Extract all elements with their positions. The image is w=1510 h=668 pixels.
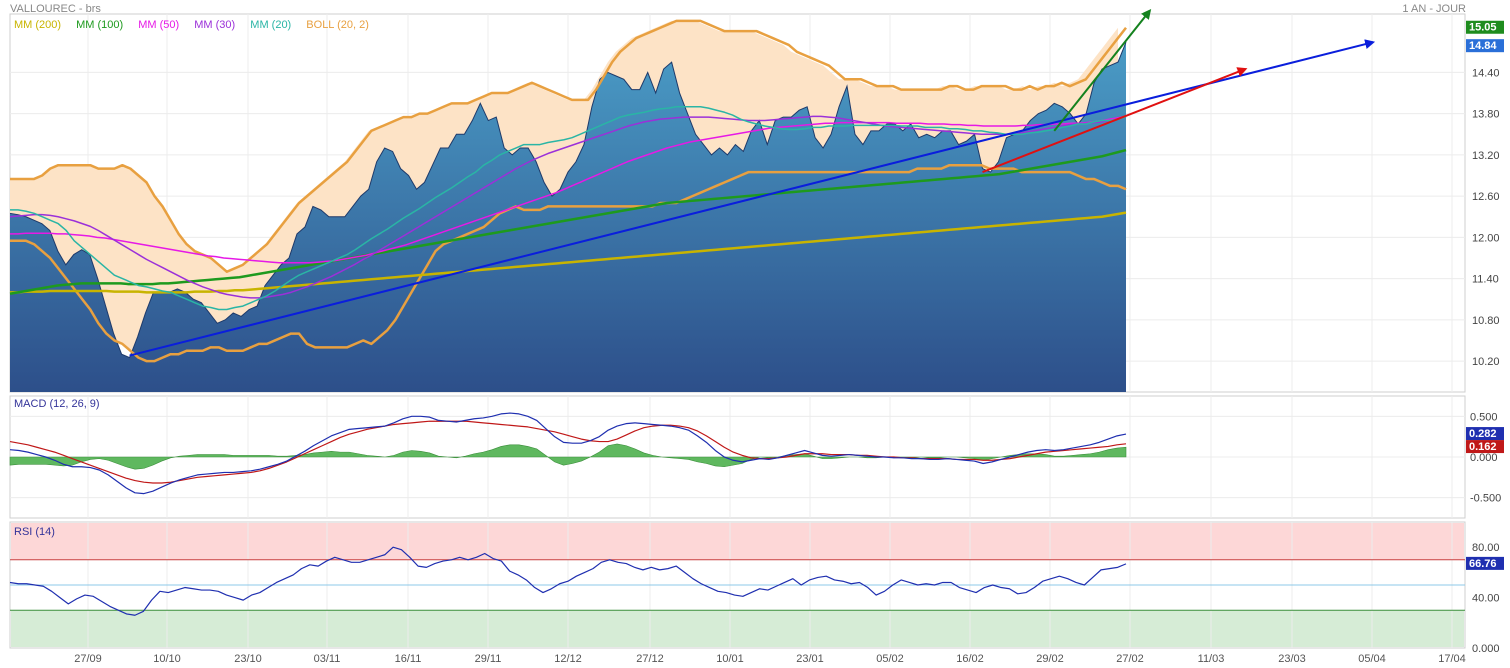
mm100-line	[9, 148, 1127, 295]
badge-macd: 0.282	[1466, 427, 1504, 441]
price-y-tick-label: 12.60	[1472, 191, 1500, 203]
x-tick-label: 29/11	[475, 653, 502, 665]
macd-y-tick-label: -0.500	[1470, 493, 1501, 505]
legend-boll[interactable]: BOLL (20, 2)	[306, 19, 369, 31]
badge-last-price-bg	[1466, 39, 1504, 53]
trendline-red[interactable]	[982, 67, 1248, 174]
macd-histogram	[9, 443, 1127, 470]
badge-macd-bg	[1466, 427, 1504, 441]
badge-rsi: 66.76	[1466, 556, 1504, 570]
x-tick-label: 10/01	[716, 653, 744, 665]
rsi-overbought-zone	[11, 523, 1464, 560]
badge-last-price-text: 14.84	[1469, 40, 1497, 52]
x-tick-label: 05/04	[1358, 653, 1386, 665]
price-y-tick-label: 13.80	[1472, 109, 1500, 121]
badge-signal-bg	[1466, 440, 1504, 454]
legend-mm20[interactable]: MM (20)	[250, 19, 292, 31]
chart-title: VALLOUREC - brs	[10, 3, 101, 15]
macd-line	[9, 412, 1127, 495]
mm200-line	[10, 211, 1127, 294]
legend-mm100[interactable]: MM (100)	[76, 19, 124, 31]
rsi-y-tick-label: 0.000	[1472, 643, 1500, 655]
badge-rsi-bg	[1466, 556, 1504, 570]
legend-mm50[interactable]: MM (50)	[138, 19, 180, 31]
legend-mm200[interactable]: MM (200)	[14, 19, 62, 31]
badge-boll-upper-text: 15.05	[1469, 22, 1497, 34]
indicator-legend: MM (200) MM (100) MM (50) MM (30) MM (20…	[14, 19, 381, 31]
mm20-line	[10, 106, 1127, 311]
rsi-oversold-zone	[11, 610, 1464, 647]
x-tick-label: 23/10	[234, 653, 262, 665]
badge-rsi-text: 66.76	[1469, 558, 1497, 570]
rsi-y-tick-label: 40.00	[1472, 593, 1500, 605]
badge-boll-upper-bg	[1466, 20, 1504, 34]
trendline-green[interactable]	[1053, 8, 1152, 132]
price-y-tick-label: 10.20	[1472, 356, 1500, 368]
bollinger-upper-line	[10, 19, 1127, 273]
price-y-tick-label: 12.00	[1472, 232, 1500, 244]
price-line	[9, 41, 1127, 359]
price-y-tick-label: 13.20	[1472, 150, 1500, 162]
x-tick-label: 27/12	[636, 653, 664, 665]
x-tick-label: 16/02	[956, 653, 984, 665]
price-area	[10, 42, 1126, 392]
x-tick-label: 16/11	[395, 653, 422, 665]
badge-last-price: 14.84	[1466, 39, 1504, 53]
period-selector[interactable]: 1 AN - JOUR	[1402, 3, 1466, 15]
x-tick-label: 29/02	[1036, 653, 1064, 665]
x-tick-label: 27/02	[1116, 653, 1144, 665]
x-tick-label: 23/01	[796, 653, 824, 665]
rsi-line	[9, 546, 1127, 616]
macd-y-tick-label: 0.000	[1470, 452, 1498, 464]
badge-boll-upper: 15.05	[1466, 20, 1504, 34]
legend-mm30[interactable]: MM (30)	[194, 19, 236, 31]
trendline-blue[interactable]	[129, 39, 1376, 357]
x-tick-label: 27/09	[74, 653, 102, 665]
rsi-y-tick-label: 80.00	[1472, 542, 1500, 554]
badge-signal-text: 0.162	[1469, 441, 1497, 453]
x-tick-label: 23/03	[1278, 653, 1306, 665]
x-tick-label: 17/04	[1438, 653, 1466, 665]
macd-y-tick-label: 0.500	[1470, 411, 1498, 423]
mm30-line	[9, 115, 1127, 299]
badge-signal: 0.162	[1466, 440, 1504, 454]
macd-panel-label: MACD (12, 26, 9)	[14, 398, 100, 410]
macd-signal-line	[9, 420, 1127, 484]
bollinger-lower-line	[10, 163, 1127, 363]
x-tick-label: 11/03	[1198, 653, 1225, 665]
x-tick-label: 12/12	[554, 653, 582, 665]
price-y-tick-label: 10.80	[1472, 315, 1500, 327]
rsi-panel-label: RSI (14)	[14, 526, 55, 538]
x-tick-label: 10/10	[153, 653, 181, 665]
x-tick-label: 03/11	[314, 653, 341, 665]
x-tick-label: 05/02	[876, 653, 904, 665]
price-y-tick-label: 11.40	[1472, 274, 1499, 286]
price-y-tick-label: 14.40	[1472, 67, 1500, 79]
mm50-line	[10, 115, 1127, 264]
badge-macd-text: 0.282	[1469, 428, 1497, 440]
